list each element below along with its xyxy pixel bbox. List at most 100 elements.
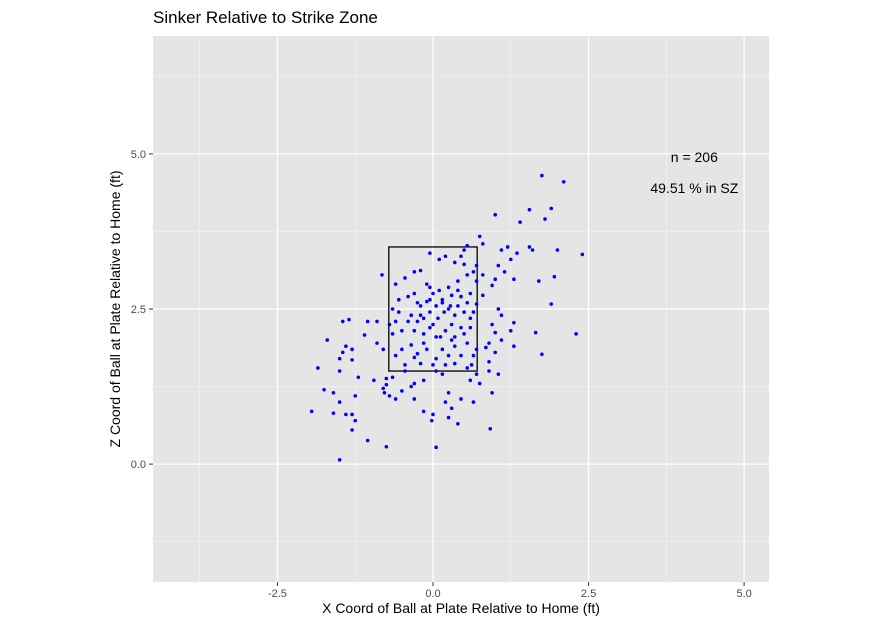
- data-point: [372, 378, 376, 383]
- data-point: [409, 384, 414, 389]
- data-point: [412, 381, 417, 386]
- data-point: [465, 273, 470, 277]
- data-point: [393, 397, 398, 401]
- data-point: [459, 294, 463, 299]
- data-point: [490, 390, 494, 395]
- data-point: [459, 397, 463, 401]
- data-point: [344, 412, 348, 417]
- data-point: [540, 352, 544, 357]
- data-point: [390, 307, 395, 311]
- data-point: [309, 409, 314, 414]
- y-axis-title: Z Coord of Ball at Plate Relative to Hom…: [107, 171, 123, 448]
- strike-zone-box: [388, 246, 478, 372]
- data-point: [465, 366, 470, 370]
- data-point: [468, 291, 473, 296]
- data-point: [474, 347, 479, 352]
- data-point: [415, 351, 420, 356]
- data-point: [396, 310, 401, 314]
- data-point: [499, 313, 504, 318]
- data-point: [344, 344, 348, 349]
- data-point: [440, 300, 445, 305]
- data-point: [468, 325, 473, 330]
- data-point: [436, 316, 440, 321]
- data-point: [418, 268, 423, 273]
- data-point: [462, 262, 466, 267]
- data-point: [465, 300, 470, 305]
- data-point: [387, 322, 392, 327]
- data-point: [493, 277, 498, 282]
- sample-size-annotation: n = 206: [671, 149, 718, 165]
- data-point: [380, 273, 384, 277]
- data-point: [431, 363, 435, 367]
- data-point: [424, 347, 429, 352]
- data-point: [412, 269, 417, 274]
- data-point: [403, 363, 407, 367]
- data-point: [480, 293, 485, 298]
- data-point: [440, 347, 445, 352]
- data-point: [428, 310, 432, 314]
- data-point: [490, 283, 494, 288]
- data-point: [540, 173, 544, 178]
- data-point: [512, 320, 516, 325]
- data-point: [406, 294, 410, 299]
- data-point: [496, 372, 501, 376]
- data-point: [387, 394, 392, 398]
- data-point: [452, 344, 457, 349]
- data-point: [356, 375, 361, 380]
- data-point: [434, 445, 438, 450]
- data-point: [449, 406, 454, 411]
- data-point: [452, 361, 457, 366]
- data-point: [462, 332, 466, 336]
- data-point: [443, 363, 448, 367]
- data-point: [533, 330, 538, 335]
- data-point: [552, 274, 557, 279]
- x-tick-label: -2.5: [268, 588, 287, 600]
- data-point: [452, 260, 457, 265]
- data-point: [428, 285, 432, 290]
- data-point: [452, 335, 457, 339]
- data-point: [487, 369, 491, 373]
- data-point: [434, 304, 438, 308]
- data-point: [418, 361, 423, 366]
- data-point: [471, 310, 476, 314]
- data-point: [530, 248, 535, 252]
- data-point: [462, 248, 466, 252]
- x-tick-label: 2.5: [581, 588, 596, 600]
- data-point: [365, 438, 370, 443]
- data-point: [353, 394, 358, 398]
- data-point: [340, 350, 345, 355]
- data-point: [515, 251, 519, 255]
- data-point: [487, 341, 491, 345]
- data-point: [393, 353, 398, 358]
- data-point: [434, 356, 438, 361]
- data-point: [474, 279, 479, 283]
- data-point: [465, 341, 470, 345]
- data-point: [421, 341, 426, 345]
- data-point: [499, 248, 504, 252]
- data-point: [471, 400, 476, 404]
- data-point: [350, 428, 354, 432]
- data-point: [365, 319, 370, 324]
- data-point: [393, 319, 398, 324]
- data-point: [446, 390, 451, 395]
- data-point: [459, 254, 463, 259]
- data-point: [421, 378, 426, 383]
- data-point: [409, 313, 414, 318]
- data-point: [459, 325, 463, 330]
- data-point: [412, 397, 417, 401]
- data-point: [449, 338, 454, 342]
- data-point: [496, 263, 501, 268]
- data-point: [396, 297, 401, 302]
- data-point: [449, 293, 454, 298]
- data-point: [381, 347, 386, 352]
- data-point: [452, 313, 457, 318]
- data-point: [527, 245, 532, 249]
- data-point: [446, 307, 451, 311]
- data-point: [362, 333, 367, 337]
- data-point: [337, 400, 342, 404]
- x-tick-label: 0.0: [425, 588, 440, 600]
- data-point: [493, 330, 498, 335]
- data-point: [406, 319, 410, 324]
- data-point: [350, 358, 354, 362]
- y-tick-label: 5.0: [131, 149, 146, 161]
